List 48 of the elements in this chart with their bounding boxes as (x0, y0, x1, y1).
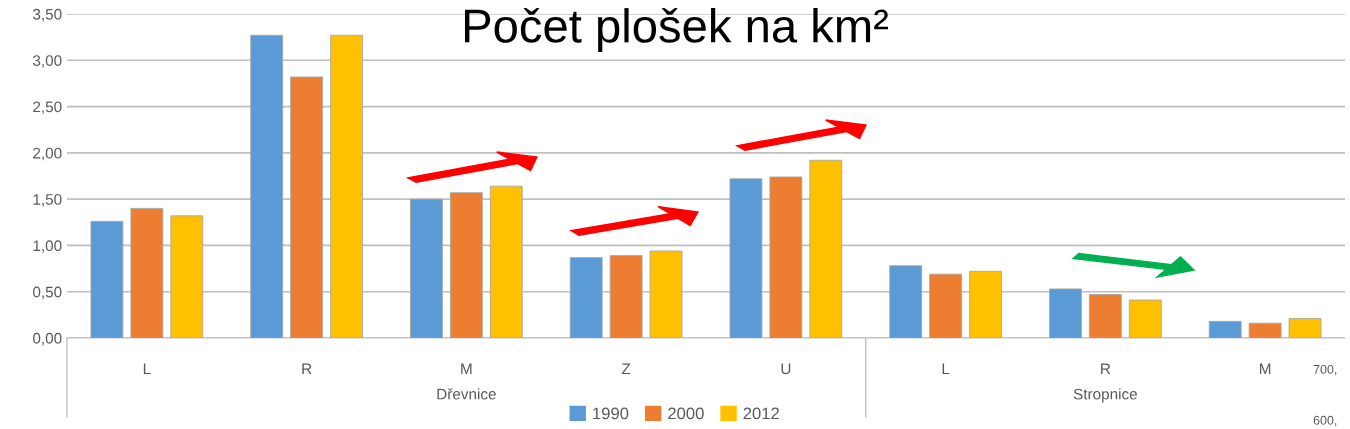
chart-title: Počet plošek na km² (464, 7, 889, 53)
bar (170, 215, 204, 338)
x-tick-label: M (1260, 363, 1271, 375)
bar (649, 250, 683, 338)
y-tick-label: 1,50 (33, 194, 62, 207)
x-tick-label: L (143, 363, 151, 375)
bar (410, 198, 443, 338)
x-tick-label: M (461, 363, 472, 375)
bar (1049, 288, 1082, 338)
text: 700, (1313, 364, 1337, 376)
text: 600, (1313, 415, 1337, 427)
bar (889, 265, 923, 338)
y-tick-label: 2,00 (33, 147, 62, 161)
y-tick-label: 0,00 (33, 332, 62, 346)
bar (769, 176, 803, 338)
y-tick-label: 3,00 (32, 55, 62, 68)
y-tick-label: 2,50 (33, 101, 62, 115)
y-tick-label: 1,00 (33, 240, 62, 253)
legend-label: 2000 (668, 407, 704, 420)
bar (969, 270, 1002, 338)
x-tick-label: R (1101, 363, 1111, 375)
bar (250, 34, 284, 338)
x-tick-label: U (781, 363, 791, 375)
bar (609, 255, 643, 338)
bar (449, 192, 483, 338)
x-tick-label: Z (621, 363, 631, 375)
text: Dřevnice (437, 388, 496, 400)
y-tick-label: 0,50 (33, 286, 62, 300)
y-tick-label: 3,50 (32, 8, 62, 22)
bar (290, 76, 324, 338)
x-tick-label: L (942, 363, 950, 375)
bar (1128, 299, 1162, 338)
text: Stropnice (1073, 388, 1137, 403)
bar (330, 34, 363, 338)
bar (1248, 322, 1282, 338)
bar (489, 185, 523, 338)
bar (1208, 320, 1242, 338)
bar (569, 257, 603, 338)
bar (1288, 318, 1322, 338)
bar (130, 207, 164, 338)
bar (729, 178, 763, 338)
bar (929, 273, 963, 338)
bar (1088, 294, 1122, 338)
legend-label: 1990 (593, 407, 629, 420)
legend-label: 2012 (743, 407, 779, 420)
x-tick-label: R (302, 363, 312, 375)
bar (809, 159, 843, 338)
bar (90, 220, 124, 338)
